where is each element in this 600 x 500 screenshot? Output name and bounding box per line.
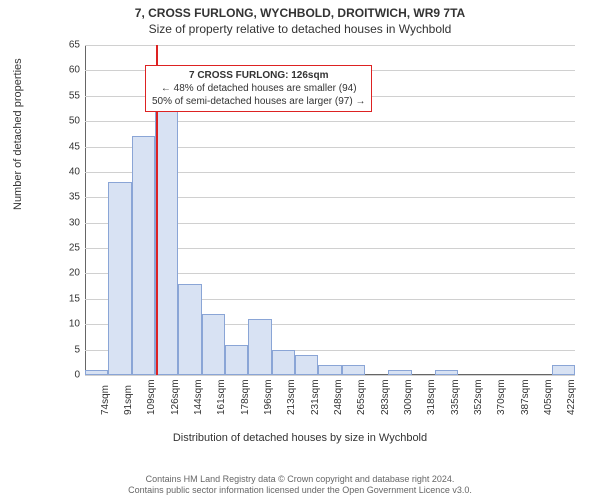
y-tick-label: 60 xyxy=(56,65,80,76)
x-tick-label: 91sqm xyxy=(123,385,134,415)
callout-box: 7 CROSS FURLONG: 126sqm← 48% of detached… xyxy=(145,65,372,112)
histogram-bar xyxy=(155,111,178,375)
chart-container: 7, CROSS FURLONG, WYCHBOLD, DROITWICH, W… xyxy=(0,0,600,500)
histogram-bar xyxy=(85,370,108,375)
footer-line2: Contains public sector information licen… xyxy=(0,485,600,496)
x-tick-label: 370sqm xyxy=(496,379,507,415)
histogram-bar xyxy=(178,284,201,375)
x-tick-label: 144sqm xyxy=(193,379,204,415)
chart-title-line2: Size of property relative to detached ho… xyxy=(0,20,600,36)
x-tick-label: 178sqm xyxy=(240,379,251,415)
y-tick-label: 0 xyxy=(56,370,80,381)
y-tick-label: 40 xyxy=(56,166,80,177)
x-tick-label: 422sqm xyxy=(566,379,577,415)
histogram-bar xyxy=(295,355,318,375)
y-tick-label: 15 xyxy=(56,293,80,304)
y-tick-label: 5 xyxy=(56,344,80,355)
y-tick-label: 55 xyxy=(56,90,80,101)
x-tick-label: 161sqm xyxy=(216,379,227,415)
chart-area: 0510152025303540455055606574sqm91sqm109s… xyxy=(55,45,575,415)
chart-title-line1: 7, CROSS FURLONG, WYCHBOLD, DROITWICH, W… xyxy=(0,0,600,20)
x-tick-label: 248sqm xyxy=(333,379,344,415)
x-tick-label: 283sqm xyxy=(380,379,391,415)
x-tick-label: 109sqm xyxy=(146,379,157,415)
histogram-bar xyxy=(388,370,411,375)
x-tick-label: 318sqm xyxy=(426,379,437,415)
y-tick-label: 25 xyxy=(56,243,80,254)
x-tick-label: 405sqm xyxy=(543,379,554,415)
y-axis-label: Number of detached properties xyxy=(12,58,24,210)
y-tick-label: 35 xyxy=(56,192,80,203)
grid-line xyxy=(85,45,575,46)
histogram-bar xyxy=(248,319,271,375)
histogram-bar xyxy=(342,365,365,375)
x-tick-label: 196sqm xyxy=(263,379,274,415)
x-tick-label: 74sqm xyxy=(100,385,111,415)
footer-line1: Contains HM Land Registry data © Crown c… xyxy=(0,474,600,485)
callout-line: ← 48% of detached houses are smaller (94… xyxy=(152,82,365,95)
histogram-bar xyxy=(435,370,458,375)
y-tick-label: 30 xyxy=(56,217,80,228)
histogram-bar xyxy=(132,136,155,375)
x-tick-label: 352sqm xyxy=(473,379,484,415)
y-tick-label: 45 xyxy=(56,141,80,152)
x-tick-label: 265sqm xyxy=(356,379,367,415)
y-axis-line xyxy=(85,45,86,375)
y-tick-label: 50 xyxy=(56,116,80,127)
grid-line xyxy=(85,375,575,376)
y-tick-label: 20 xyxy=(56,268,80,279)
histogram-bar xyxy=(108,182,131,375)
x-tick-label: 213sqm xyxy=(286,379,297,415)
plot-area: 0510152025303540455055606574sqm91sqm109s… xyxy=(85,45,575,375)
footer: Contains HM Land Registry data © Crown c… xyxy=(0,474,600,496)
histogram-bar xyxy=(225,345,248,375)
x-axis-label: Distribution of detached houses by size … xyxy=(0,432,600,444)
x-tick-label: 126sqm xyxy=(170,379,181,415)
callout-line: 7 CROSS FURLONG: 126sqm xyxy=(152,69,365,82)
callout-line: 50% of semi-detached houses are larger (… xyxy=(152,95,365,108)
x-tick-label: 387sqm xyxy=(520,379,531,415)
y-tick-label: 10 xyxy=(56,319,80,330)
x-tick-label: 335sqm xyxy=(450,379,461,415)
histogram-bar xyxy=(272,350,295,375)
histogram-bar xyxy=(318,365,341,375)
histogram-bar xyxy=(552,365,575,375)
x-tick-label: 300sqm xyxy=(403,379,414,415)
y-tick-label: 65 xyxy=(56,40,80,51)
x-tick-label: 231sqm xyxy=(310,379,321,415)
histogram-bar xyxy=(202,314,225,375)
